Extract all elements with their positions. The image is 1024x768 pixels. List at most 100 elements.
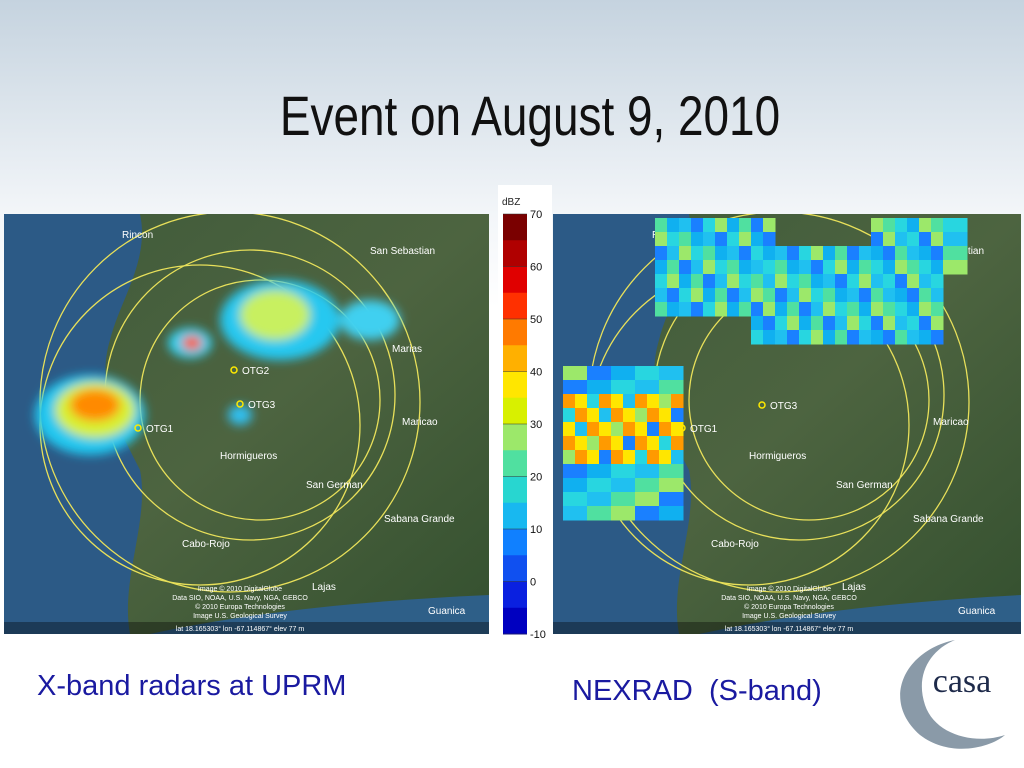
radar-echo-cell bbox=[679, 218, 692, 233]
radar-echo-cell bbox=[715, 288, 728, 303]
logo-text: casa bbox=[933, 663, 992, 700]
radar-echo-cell bbox=[563, 408, 576, 423]
radar-echo-cell bbox=[667, 232, 680, 247]
radar-echo-cell bbox=[823, 260, 836, 275]
radar-echo-cell bbox=[667, 260, 680, 275]
radar-echo-cell bbox=[599, 492, 612, 507]
radar-echo-cell bbox=[919, 260, 932, 275]
radar-echo-cell bbox=[871, 330, 884, 345]
map-status-bar bbox=[4, 622, 489, 634]
radar-echo-cell bbox=[835, 288, 848, 303]
map-attribution: Image U.S. Geological Survey bbox=[742, 613, 836, 620]
radar-echo-cell bbox=[919, 274, 932, 289]
radar-echo-cell bbox=[787, 274, 800, 289]
radar-echo-cell bbox=[599, 506, 612, 521]
radar-echo-cell bbox=[895, 274, 908, 289]
radar-echo-cell bbox=[611, 478, 624, 493]
colorbar-unit: dBZ bbox=[502, 197, 520, 208]
radar-echo-cell bbox=[691, 274, 704, 289]
radar-echo-cell bbox=[635, 492, 648, 507]
radar-echo-cell bbox=[655, 232, 668, 247]
radar-echo-cell bbox=[667, 288, 680, 303]
map-label: Hormigueros bbox=[749, 451, 806, 462]
radar-echo-cell bbox=[679, 246, 692, 261]
radar-echo-cell bbox=[671, 380, 684, 395]
radar-echo-cell bbox=[811, 260, 824, 275]
radar-echo-cell bbox=[647, 506, 660, 521]
map-attribution: Image U.S. Geological Survey bbox=[193, 613, 287, 620]
radar-echo-cell bbox=[763, 330, 776, 345]
radar-echo-cell bbox=[763, 302, 776, 317]
radar-echo-cell bbox=[955, 232, 968, 247]
radar-echo-cell bbox=[895, 316, 908, 331]
radar-echo-cell bbox=[647, 450, 660, 465]
map-attribution: © 2010 Europa Technologies bbox=[195, 603, 285, 611]
colorbar-band bbox=[503, 450, 527, 477]
map-sea bbox=[699, 595, 1021, 634]
map-label: San German bbox=[836, 480, 893, 491]
radar-echo-cell bbox=[919, 316, 932, 331]
radar-echo-cell bbox=[799, 316, 812, 331]
radar-echo-cell bbox=[599, 366, 612, 381]
radar-echo-cell bbox=[847, 302, 860, 317]
radar-echo-cell bbox=[623, 394, 636, 409]
radar-echo-cell bbox=[727, 246, 740, 261]
map-label: Rincon bbox=[122, 230, 153, 241]
radar-echo-cell bbox=[799, 288, 812, 303]
radar-echo-cell bbox=[599, 450, 612, 465]
radar-echo-cell bbox=[575, 380, 588, 395]
radar-echo-cell bbox=[715, 218, 728, 233]
radar-echo-cell bbox=[907, 316, 920, 331]
radar-echo-cell bbox=[799, 330, 812, 345]
radar-echo-cell bbox=[587, 436, 600, 451]
radar-echo-cell bbox=[563, 450, 576, 465]
radar-echo-cell bbox=[799, 246, 812, 261]
radar-echo-cell bbox=[907, 302, 920, 317]
radar-echo-cell bbox=[659, 436, 672, 451]
radar-echo-cell bbox=[647, 408, 660, 423]
radar-echo-cell bbox=[635, 394, 648, 409]
radar-echo-cell bbox=[835, 302, 848, 317]
radar-echo-cell bbox=[679, 288, 692, 303]
map-attribution: Data SIO, NOAA, U.S. Navy, NGA, GEBCO bbox=[172, 595, 308, 602]
radar-echo-cell bbox=[182, 336, 202, 350]
radar-echo-cell bbox=[823, 316, 836, 331]
radar-echo-cell bbox=[907, 330, 920, 345]
radar-echo-cell bbox=[655, 288, 668, 303]
radar-echo-cell bbox=[787, 330, 800, 345]
radar-echo-cell bbox=[563, 506, 576, 521]
radar-echo-cell bbox=[671, 478, 684, 493]
radar-echo-cell bbox=[919, 330, 932, 345]
radar-echo-cell bbox=[943, 260, 956, 275]
radar-echo-cell bbox=[931, 330, 944, 345]
radar-echo-cell bbox=[811, 330, 824, 345]
radar-echo-cell bbox=[659, 478, 672, 493]
radar-echo-cell bbox=[635, 478, 648, 493]
radar-echo bbox=[563, 218, 968, 521]
radar-echo-cell bbox=[635, 464, 648, 479]
map-coords: lat 18.165303° lon -67.114867° elev 77 m bbox=[725, 625, 854, 633]
radar-echo-cell bbox=[563, 422, 576, 437]
radar-echo-cell bbox=[587, 506, 600, 521]
radar-echo-cell bbox=[575, 394, 588, 409]
radar-echo-cell bbox=[811, 316, 824, 331]
colorbar-band bbox=[503, 607, 527, 635]
radar-echo-cell bbox=[847, 288, 860, 303]
radar-echo-cell bbox=[931, 246, 944, 261]
radar-site bbox=[134, 424, 142, 432]
radar-echo-cell bbox=[563, 394, 576, 409]
map-label: Lajas bbox=[842, 582, 866, 593]
radar-echo-cell bbox=[587, 464, 600, 479]
radar-echo-cell bbox=[679, 232, 692, 247]
radar-echo-cell bbox=[907, 218, 920, 233]
radar-echo-cell bbox=[667, 218, 680, 233]
map-label: Marias bbox=[392, 344, 422, 355]
radar-echo-cell bbox=[823, 330, 836, 345]
radar-echo-cell bbox=[907, 232, 920, 247]
radar-echo-cell bbox=[811, 274, 824, 289]
radar-echo-cell bbox=[883, 232, 896, 247]
radar-echo-cell bbox=[787, 302, 800, 317]
radar-echo-cell bbox=[835, 330, 848, 345]
radar-echo-cell bbox=[919, 232, 932, 247]
radar-echo-cell bbox=[883, 330, 896, 345]
